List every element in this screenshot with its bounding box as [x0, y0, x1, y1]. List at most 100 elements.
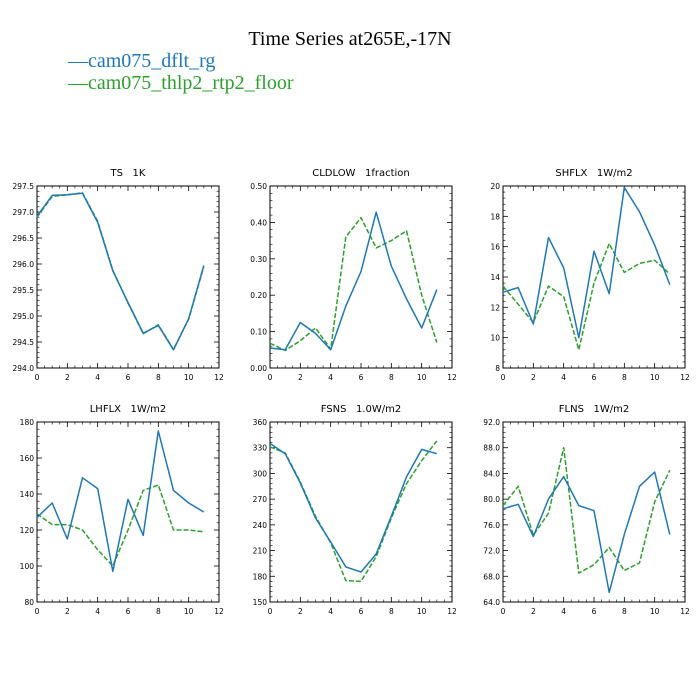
x-tick-label: 2	[531, 607, 536, 616]
x-tick-label: 6	[126, 373, 131, 382]
plot-frame	[269, 421, 453, 603]
x-tick-label: 4	[561, 607, 566, 616]
y-tick-label: 294.5	[13, 338, 35, 347]
y-tick-label: 296.0	[13, 260, 35, 269]
y-tick-label: 294.0	[13, 364, 35, 373]
series-line	[269, 442, 438, 573]
x-tick-label: 0	[268, 373, 273, 382]
x-tick-label: 4	[328, 373, 333, 382]
y-tick-label: 180	[253, 572, 268, 581]
series-line	[269, 216, 438, 352]
legend-line-icon: —	[68, 72, 88, 94]
chart-panel: FLNS 1W/m2 64.0 68.0 72.0 76.0 80.0 84.0 88.0 92…	[483, 404, 690, 616]
x-tick-label: 10	[417, 373, 427, 382]
y-tick-label: 0.10	[250, 328, 267, 337]
chart-panel: CLDLOW 1fraction 0.00 0.10 0.20 0.30 0.40 0.50…	[250, 168, 457, 382]
x-tick-label: 10	[184, 373, 194, 382]
plot-frame	[502, 185, 686, 369]
plot-frame	[36, 421, 220, 603]
y-tick-label: 120	[20, 526, 35, 535]
y-tick-label: 140	[20, 490, 35, 499]
series-line	[36, 430, 205, 573]
plot-frame	[36, 185, 220, 369]
y-tick-label: 330	[253, 444, 268, 453]
chart-panel: FSNS 1.0W/m2 150 180 210 240 270 300 330 360 0 2 4 6…	[253, 404, 457, 616]
x-tick-label: 12	[214, 607, 224, 616]
series-line	[36, 484, 204, 567]
x-tick-label: 4	[95, 607, 100, 616]
x-tick-label: 4	[561, 373, 566, 382]
series-line	[269, 211, 438, 351]
x-tick-label: 2	[298, 373, 303, 382]
legend-entry: —cam075_dflt_rg	[68, 50, 215, 73]
y-tick-label: 297.5	[13, 182, 35, 191]
x-tick-label: 10	[184, 607, 194, 616]
x-tick-label: 8	[622, 607, 627, 616]
x-tick-label: 6	[592, 607, 597, 616]
y-tick-label: 0.50	[250, 182, 267, 191]
y-tick-label: 160	[20, 454, 35, 463]
figure-title: Time Series at265E,-17N	[248, 28, 452, 50]
y-tick-label: 80.0	[483, 495, 500, 504]
x-tick-label: 4	[95, 373, 100, 382]
chart-panel: SHFLX 1W/m2 8 10 12 14 16 18 20 0 2 4 6 8 10 12	[490, 168, 690, 382]
chart-title: FSNS 1.0W/m2	[321, 404, 402, 415]
y-tick-label: 300	[253, 469, 268, 478]
chart-title: FLNS 1W/m2	[559, 404, 629, 415]
x-tick-label: 10	[650, 607, 660, 616]
x-tick-label: 2	[531, 373, 536, 382]
y-tick-label: 295.0	[13, 312, 35, 321]
series-line	[36, 192, 205, 351]
y-tick-label: 180	[20, 418, 35, 427]
series-line	[502, 186, 671, 339]
series-line	[269, 440, 438, 583]
x-tick-label: 10	[417, 607, 427, 616]
x-tick-label: 0	[501, 607, 506, 616]
x-tick-label: 8	[622, 373, 627, 382]
y-tick-label: 0.40	[250, 218, 267, 227]
x-tick-label: 0	[268, 607, 273, 616]
y-tick-label: 72.0	[483, 547, 500, 556]
legend-label: cam075_thlp2_rtp2_floor	[88, 72, 294, 94]
y-tick-label: 20	[490, 182, 500, 191]
x-tick-label: 10	[650, 373, 660, 382]
y-tick-label: 18	[490, 212, 500, 221]
chart-panel: LHFLX 1W/m2 80 100 120 140 160 180 0 2 4 6 8 10 12	[20, 404, 224, 616]
x-tick-label: 8	[156, 607, 161, 616]
x-tick-label: 0	[35, 373, 40, 382]
x-tick-label: 8	[389, 373, 394, 382]
series-line	[502, 446, 671, 574]
x-tick-label: 4	[328, 607, 333, 616]
y-tick-label: 84.0	[483, 469, 500, 478]
x-tick-label: 6	[592, 373, 597, 382]
x-tick-label: 12	[680, 607, 690, 616]
series-line	[36, 192, 205, 351]
x-tick-label: 6	[126, 607, 131, 616]
y-tick-label: 240	[253, 521, 268, 530]
y-tick-label: 210	[253, 547, 268, 556]
y-tick-label: 16	[490, 243, 500, 252]
y-tick-label: 88.0	[483, 444, 500, 453]
y-tick-label: 0.00	[250, 364, 267, 373]
x-tick-label: 12	[447, 607, 457, 616]
x-tick-label: 6	[359, 607, 364, 616]
x-tick-label: 8	[156, 373, 161, 382]
y-tick-label: 68.0	[483, 572, 500, 581]
y-tick-label: 92.0	[483, 418, 500, 427]
y-tick-label: 80	[24, 598, 34, 607]
y-tick-label: 64.0	[483, 598, 500, 607]
plot-frame	[269, 185, 453, 369]
y-tick-label: 0.30	[250, 255, 267, 264]
chart-title: CLDLOW 1fraction	[312, 168, 410, 179]
y-tick-label: 100	[20, 562, 35, 571]
chart-title: LHFLX 1W/m2	[90, 404, 167, 415]
y-tick-label: 150	[253, 598, 268, 607]
legend-label: cam075_dflt_rg	[88, 50, 216, 72]
x-tick-label: 2	[298, 607, 303, 616]
chart-title: TS 1K	[110, 168, 146, 179]
x-tick-label: 6	[359, 373, 364, 382]
y-tick-label: 10	[490, 334, 500, 343]
x-tick-label: 12	[680, 373, 690, 382]
x-tick-label: 2	[65, 373, 70, 382]
